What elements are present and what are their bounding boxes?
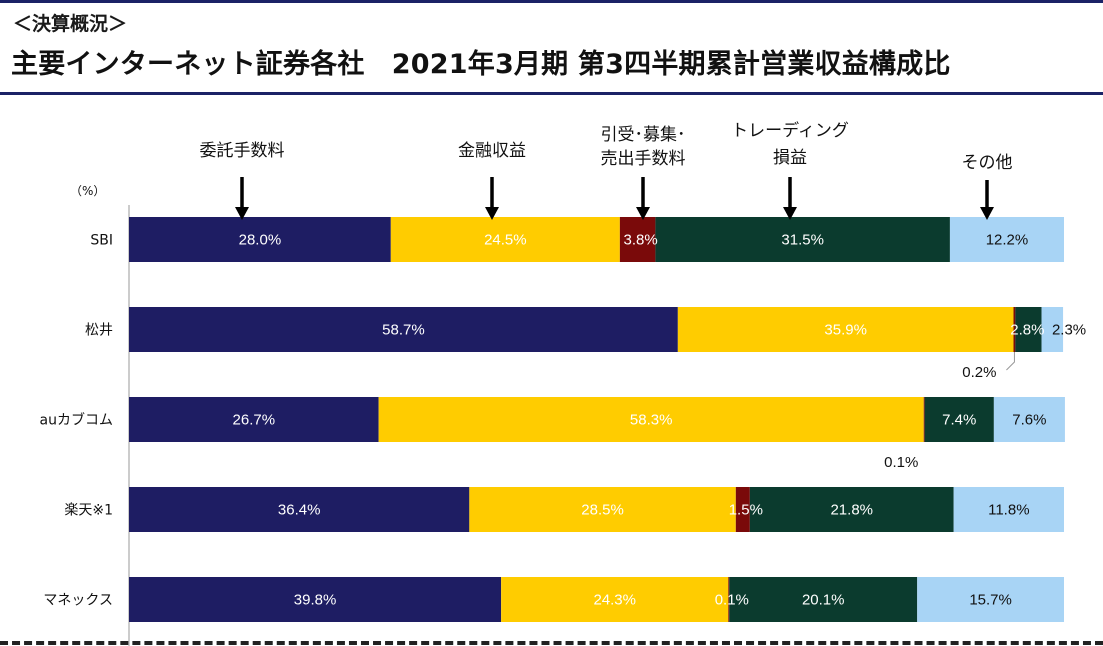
bar-segment [655, 217, 950, 262]
category-label: マネックス [43, 593, 113, 609]
data-label: 12.2% [986, 232, 1029, 249]
top-rule [0, 0, 1103, 3]
data-label: 58.3% [630, 412, 673, 429]
category-annotation: 委託手数料 [200, 141, 285, 161]
bar-segment [129, 217, 391, 262]
bar-segment [749, 487, 954, 532]
arrow-head [980, 207, 994, 220]
data-label: 2.3% [1052, 322, 1086, 339]
bottom-dashed-rule [0, 641, 1103, 645]
bar-segment [129, 577, 502, 622]
arrow-head [485, 207, 499, 220]
data-label: 58.7% [382, 322, 425, 339]
category-label: SBI [90, 233, 113, 249]
category-annotation: 金融収益 [458, 141, 526, 161]
bar-segment [949, 217, 1064, 262]
data-label: 24.5% [484, 232, 527, 249]
data-label: 20.1% [802, 592, 845, 609]
data-label: 1.5% [729, 502, 763, 519]
section-kicker: ＜決算概況＞ [13, 13, 128, 35]
bar-segment [501, 577, 729, 622]
bar-segment [917, 577, 1064, 622]
bar-segment [129, 397, 379, 442]
data-label: 21.8% [830, 502, 873, 519]
data-label: 35.9% [824, 322, 867, 339]
page-title: 主要インターネット証券各社 2021年3月期 第3四半期累計営業収益構成比 [11, 49, 951, 80]
callout-label: 0.2% [962, 364, 996, 381]
data-label: 24.3% [593, 592, 636, 609]
bar-segment [469, 487, 736, 532]
arrow-head [783, 207, 797, 220]
bar-segment [924, 397, 994, 442]
arrow-head [235, 207, 249, 220]
category-annotation: 引受･募集･ [601, 125, 686, 145]
data-label: 7.6% [1012, 412, 1046, 429]
bar-segment [1013, 307, 1016, 352]
data-label: 39.8% [294, 592, 337, 609]
title-rule [0, 92, 1103, 95]
bar-segment [735, 487, 750, 532]
data-label: 11.8% [988, 502, 1029, 519]
bar-segment [953, 487, 1064, 532]
unit-label: （%） [70, 184, 105, 198]
callout-leader [1006, 352, 1015, 371]
bar-segment [728, 577, 730, 622]
category-label: 松井 [85, 323, 113, 339]
bar-segment [677, 307, 1014, 352]
data-label: 31.5% [781, 232, 824, 249]
data-label: 36.4% [278, 502, 321, 519]
data-label: 28.0% [239, 232, 282, 249]
bar-segment [378, 397, 924, 442]
data-label: 3.8% [624, 232, 658, 249]
bar-segment [129, 307, 678, 352]
data-label: 2.8% [1010, 322, 1044, 339]
data-label: 0.1% [715, 592, 749, 609]
bar-segment [923, 397, 925, 442]
category-annotation: 売出手数料 [601, 149, 686, 169]
bar-segment [993, 397, 1065, 442]
category-label: auカブコム [40, 412, 113, 429]
callout-label: 0.1% [884, 454, 918, 471]
bar-segment [1015, 307, 1042, 352]
category-annotation: 損益 [773, 148, 807, 168]
bar-segment [390, 217, 620, 262]
category-label: 楽天※1 [64, 503, 113, 519]
arrow-head [636, 207, 650, 220]
data-label: 15.7% [969, 592, 1012, 609]
category-annotation: トレーディング [731, 120, 849, 141]
data-label: 26.7% [233, 412, 276, 429]
category-annotation: その他 [962, 153, 1013, 173]
data-label: 7.4% [942, 412, 976, 429]
bar-segment [1041, 307, 1064, 352]
bar-segment [129, 487, 470, 532]
bar-segment [729, 577, 918, 622]
bar-segment [619, 217, 656, 262]
data-label: 28.5% [581, 502, 624, 519]
